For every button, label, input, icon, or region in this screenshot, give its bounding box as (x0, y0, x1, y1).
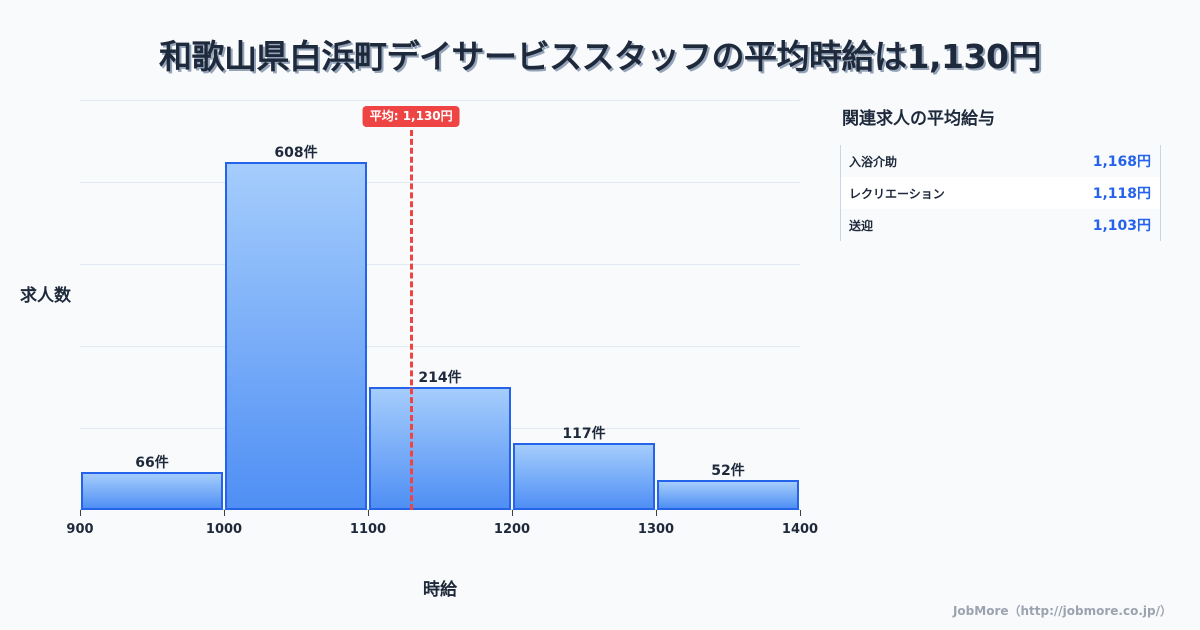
job-average-wage: 1,118円 (1092, 186, 1151, 202)
gridline (80, 182, 800, 183)
x-tick-label: 900 (66, 522, 94, 537)
job-name: 入浴介助 (849, 154, 898, 169)
x-tick (800, 510, 801, 516)
x-tick-label: 1000 (205, 522, 243, 537)
x-tick-label: 1400 (781, 522, 819, 537)
histogram-bar (81, 472, 223, 510)
average-line (409, 130, 413, 510)
bar-value-label: 52件 (711, 463, 745, 480)
x-tick (80, 510, 81, 516)
bar-value-label: 214件 (418, 370, 462, 387)
x-tick (224, 510, 225, 516)
average-badge: 平均: 1,130円 (362, 106, 460, 127)
histogram-bar (513, 443, 655, 510)
gridline (80, 264, 800, 265)
x-tick (656, 510, 657, 516)
histogram-bar (225, 161, 367, 510)
histogram-bar (657, 480, 799, 510)
job-name: レクリエーション (849, 186, 945, 201)
job-average-wage: 1,168円 (1092, 154, 1151, 170)
source-credit: JobMore（http://jobmore.co.jp/） (952, 604, 1172, 618)
x-tick-label: 1300 (637, 522, 675, 537)
related-salary-row: 送迎 1,103円 (841, 209, 1160, 241)
job-average-wage: 1,103円 (1092, 218, 1151, 234)
bar-value-label: 66件 (135, 455, 169, 472)
related-salary-table: 入浴介助 1,168円 レクリエーション 1,118円 送迎 1,103円 (840, 145, 1161, 241)
x-tick (512, 510, 513, 516)
gridline (80, 346, 800, 347)
x-tick-label: 1100 (349, 522, 387, 537)
histogram-bar (369, 387, 511, 510)
histogram-plot: 66件 608件 214件 117件 52件 900 1000 1100 1200 1300 140… (66, 100, 818, 537)
y-axis-label: 求人数 (20, 286, 71, 306)
x-tick (368, 510, 369, 516)
job-name: 送迎 (849, 218, 874, 233)
gridline (80, 100, 800, 101)
related-salary-row: レクリエーション 1,118円 (841, 177, 1160, 209)
x-axis-label: 時給 (423, 580, 457, 600)
bar-value-label: 608件 (274, 144, 318, 161)
x-tick-label: 1200 (493, 522, 531, 537)
related-salary-row: 入浴介助 1,168円 (841, 145, 1160, 177)
related-salary-title: 関連求人の平均給与 (842, 109, 995, 129)
page-title: 和歌山県白浜町デイサービススタッフの平均時給は1,130円 (159, 37, 1041, 76)
bar-value-label: 117件 (562, 426, 606, 442)
